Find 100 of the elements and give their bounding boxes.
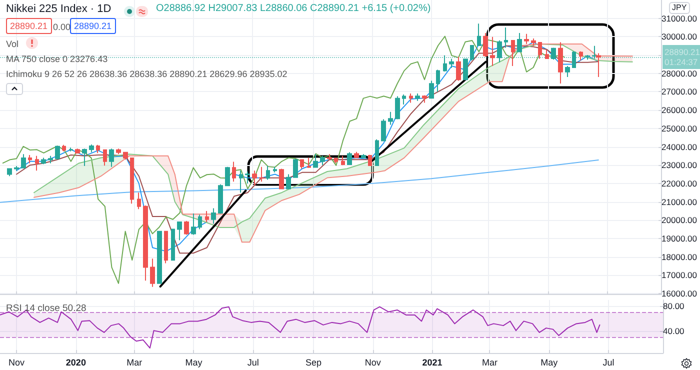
chart-title: RSI 14 close 50.28 [6, 303, 86, 315]
annotation: 0.00 [53, 21, 71, 33]
candlestick [232, 161, 236, 182]
candlestick [191, 213, 196, 236]
y-tick-label: 20000.00 [662, 215, 698, 226]
candlestick [565, 66, 570, 78]
candlestick [585, 54, 590, 60]
candlestick [558, 42, 563, 84]
candlestick [300, 159, 304, 170]
candlestick [89, 144, 94, 153]
candlestick [517, 32, 522, 53]
candlestick [14, 166, 19, 172]
candlestick [402, 94, 406, 106]
y-tick-label: 17000.00 [662, 270, 698, 280]
candlestick [579, 50, 583, 62]
text: 01:24:37 [664, 57, 698, 68]
y-tick-label: 19000.00 [662, 233, 698, 244]
candlestick [511, 40, 515, 67]
x-tick-label: Nov [8, 358, 26, 368]
y-tick-label: 27000.00 [662, 86, 698, 97]
y-tick-label: 31000.00 [662, 13, 698, 24]
candlestick [449, 58, 454, 68]
candlestick [205, 210, 209, 222]
candlestick [245, 171, 250, 184]
candlestick [137, 192, 141, 210]
candlestick [62, 144, 66, 152]
x-tick-label: 2020 [66, 358, 86, 368]
candlestick [103, 149, 107, 166]
y-tick-label: 30000.00 [662, 32, 698, 42]
candlestick [96, 144, 100, 154]
candlestick [334, 157, 338, 164]
candlestick [164, 230, 168, 264]
candlestick [184, 220, 189, 236]
candlestick [551, 47, 556, 60]
candlestick [75, 148, 80, 154]
candlestick [313, 154, 318, 168]
candlestick [293, 158, 298, 178]
chart-title: Nikkei 225 Index · 1D [6, 3, 112, 15]
candlestick [55, 145, 60, 160]
candlestick [48, 155, 53, 164]
candlestick [354, 151, 359, 158]
x-tick-label: Mar [126, 358, 142, 368]
candlestick [490, 36, 495, 67]
candlestick [531, 38, 536, 46]
candlestick [177, 221, 182, 241]
candlestick [320, 155, 325, 166]
y-axis-title: JPY [669, 2, 690, 14]
y-tick-label: 21000.00 [662, 196, 698, 207]
candlestick [341, 155, 345, 166]
candlestick [171, 228, 175, 261]
candlestick [436, 69, 440, 92]
x-tick-label: May [185, 358, 203, 368]
candlestick [150, 258, 155, 288]
candlestick [470, 44, 474, 62]
candlestick [109, 148, 114, 168]
candlestick [524, 33, 529, 45]
candlestick [347, 152, 352, 166]
candlestick [504, 27, 508, 48]
annotation: 28890.21 [6, 18, 52, 34]
candlestick [143, 204, 148, 282]
y-tick-label: 16000.00 [662, 288, 698, 298]
candlestick [28, 154, 32, 164]
candlestick [422, 94, 427, 104]
y-tick-label: 18000.00 [662, 252, 698, 262]
x-tick-label: Jul [247, 358, 259, 368]
candlestick [130, 157, 134, 204]
candlestick [456, 56, 461, 82]
candlestick [497, 40, 502, 63]
candlestick [483, 32, 488, 58]
x-tick-label: Sep [305, 358, 322, 368]
ref-line-label: 28890.21 [664, 47, 700, 58]
annotation: Ichimoku 9 26 52 26 28638.36 28638.36 28890.21 28629.96 28935.02 [6, 68, 288, 80]
candlestick [157, 230, 162, 284]
line-series [0, 159, 599, 203]
x-tick-label: Nov [364, 358, 382, 368]
y-tick-label: 80.00 [663, 301, 685, 312]
candlestick [592, 45, 597, 60]
candlestick [395, 96, 400, 120]
candlestick [429, 80, 434, 99]
candlestick [225, 166, 230, 186]
candlestick [375, 138, 379, 167]
candlestick [35, 155, 39, 172]
annotation: Vol [6, 38, 19, 50]
candlestick [443, 54, 447, 72]
candlestick [361, 154, 366, 158]
y-tick-label: 28000.00 [662, 68, 698, 78]
annotation: 28890.21 [70, 18, 116, 34]
line-series [2, 36, 565, 284]
candlestick [116, 148, 121, 155]
y-tick-label: 23000.00 [662, 160, 698, 170]
y-tick-label: 24000.00 [662, 142, 698, 152]
y-tick-label: 25000.00 [662, 123, 698, 134]
candlestick [7, 168, 12, 177]
candlestick [69, 147, 73, 152]
candlestick [307, 157, 311, 168]
candlestick [123, 152, 128, 160]
candlestick [286, 174, 291, 190]
candlestick [266, 166, 270, 180]
y-tick-label: 26000.00 [662, 105, 698, 116]
y-tick-label: 40.00 [663, 326, 685, 336]
